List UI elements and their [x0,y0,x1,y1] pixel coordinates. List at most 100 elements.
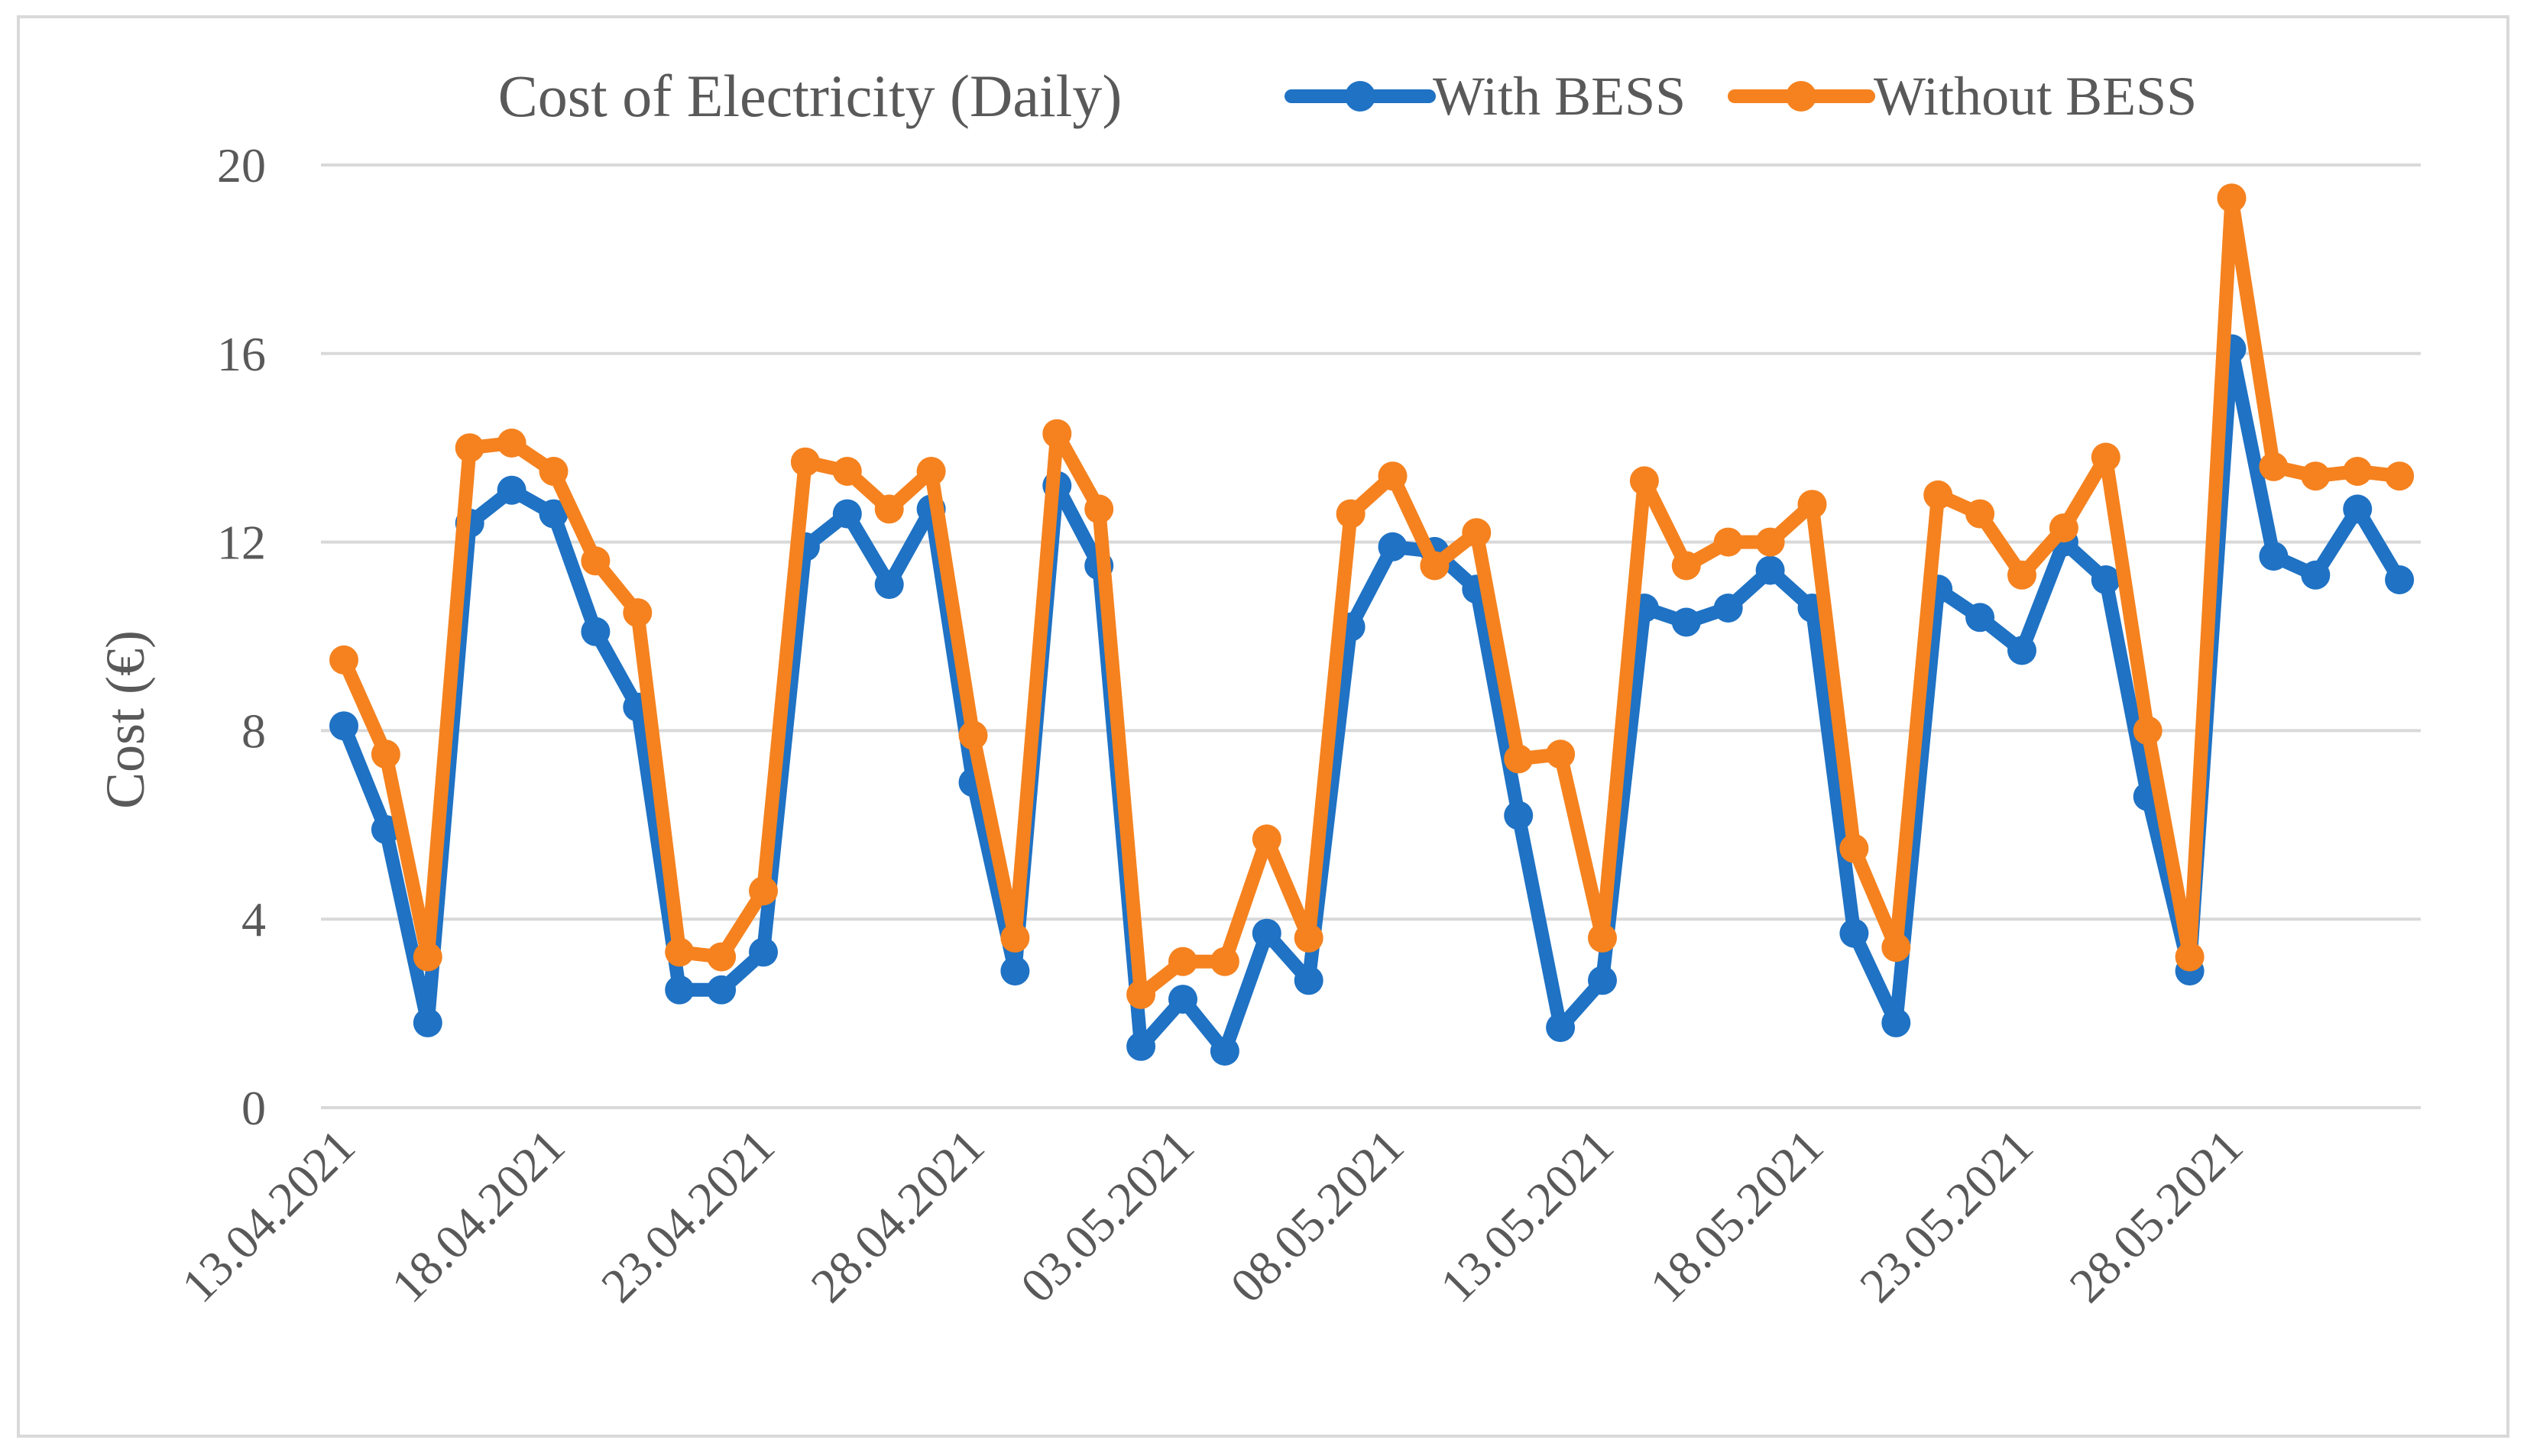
data-point-without-bess-27 [1462,518,1492,548]
x-tick-label-13.04.2021: 13.04.2021 [171,1119,365,1313]
data-point-without-bess-3 [455,433,484,463]
data-point-without-bess-1 [371,739,400,769]
data-point-with-bess-19 [1126,1031,1156,1061]
legend-label-without-bess: Without BESS [1874,66,2197,127]
data-point-without-bess-9 [707,942,737,972]
data-point-with-bess-4 [497,475,526,505]
x-tick-label-28.05.2021: 28.05.2021 [2059,1119,2253,1313]
data-point-without-bess-41 [2049,513,2078,543]
data-point-without-bess-47 [2301,461,2331,491]
data-point-without-bess-36 [1839,833,1869,863]
chart-title: Cost of Electricity (Daily) [498,63,1123,129]
data-point-with-bess-21 [1210,1037,1239,1066]
legend-label-with-bess: With BESS [1433,66,1686,127]
x-tick-label-18.04.2021: 18.04.2021 [381,1119,575,1313]
x-axis-ticks: 13.04.2021 18.04.2021 23.04.2021 28.04.2021… [171,1119,2253,1313]
data-point-with-bess-33 [1713,594,1743,623]
data-point-with-bess-36 [1839,918,1869,948]
data-point-with-bess-23 [1294,966,1323,995]
data-point-with-bess-20 [1168,985,1197,1014]
data-point-without-bess-45 [2217,183,2247,213]
data-point-without-bess-44 [2175,942,2205,972]
data-point-with-bess-6 [581,616,611,646]
data-point-without-bess-37 [1881,933,1911,963]
data-point-with-bess-28 [1504,801,1534,830]
data-point-without-bess-11 [790,447,820,477]
data-point-with-bess-9 [707,975,737,1005]
x-tick-label-18.05.2021: 18.05.2021 [1640,1119,1834,1313]
data-point-without-bess-49 [2385,461,2415,491]
data-point-with-bess-39 [1965,603,1995,633]
y-tick-label-8: 8 [241,704,266,758]
data-point-without-bess-39 [1965,499,1995,529]
data-point-without-bess-43 [2133,716,2163,746]
data-point-without-bess-26 [1420,551,1450,581]
data-point-without-bess-19 [1126,979,1156,1009]
x-tick-label-13.05.2021: 13.05.2021 [1430,1119,1624,1313]
data-point-without-bess-10 [749,876,778,906]
data-point-without-bess-8 [665,937,695,967]
data-point-without-bess-20 [1168,946,1197,976]
x-tick-label-23.05.2021: 23.05.2021 [1849,1119,2043,1313]
data-point-without-bess-17 [1042,419,1072,448]
legend: With BESS Without BESS [1285,66,2197,127]
data-point-without-bess-33 [1713,527,1743,557]
legend-marker-with-bess [1345,81,1375,112]
data-point-with-bess-5 [539,499,569,529]
data-point-without-bess-31 [1629,466,1659,496]
data-point-with-bess-47 [2301,560,2331,590]
data-point-without-bess-28 [1504,744,1534,774]
data-point-without-bess-24 [1336,499,1366,529]
data-point-without-bess-14 [916,457,946,486]
series-layer [329,183,2415,1066]
y-tick-label-4: 4 [241,892,266,946]
data-point-with-bess-13 [874,570,904,600]
data-point-with-bess-25 [1378,532,1408,561]
data-point-with-bess-12 [832,499,862,529]
data-point-without-bess-38 [1923,480,1953,510]
x-tick-label-08.05.2021: 08.05.2021 [1220,1119,1414,1313]
data-point-without-bess-12 [832,457,862,486]
data-point-with-bess-10 [749,937,778,967]
y-axis-ticks: 0 4 8 12 16 20 [217,138,266,1135]
data-point-without-bess-18 [1084,494,1114,524]
data-point-without-bess-23 [1294,923,1323,953]
data-point-without-bess-25 [1378,461,1408,491]
y-tick-label-16: 16 [217,327,266,381]
data-point-without-bess-6 [581,546,611,576]
chart-frame [17,15,2509,1438]
data-point-without-bess-5 [539,457,569,486]
data-point-without-bess-2 [413,942,442,972]
data-point-with-bess-42 [2091,565,2120,594]
x-tick-label-03.05.2021: 03.05.2021 [1010,1119,1204,1313]
data-point-without-bess-42 [2091,442,2120,472]
data-point-without-bess-46 [2259,451,2289,481]
data-point-with-bess-0 [329,711,358,741]
data-point-with-bess-37 [1881,1008,1911,1037]
data-point-without-bess-48 [2343,457,2373,486]
data-point-with-bess-32 [1671,607,1701,637]
data-point-without-bess-16 [1000,923,1030,953]
y-axis-label: Cost (€) [95,630,156,809]
data-point-with-bess-49 [2385,565,2415,594]
data-point-without-bess-0 [329,645,358,675]
data-point-without-bess-4 [497,429,526,458]
data-point-without-bess-35 [1797,490,1827,519]
data-point-without-bess-21 [1210,946,1239,976]
data-point-without-bess-15 [958,720,988,750]
data-point-with-bess-29 [1546,1013,1576,1043]
data-point-without-bess-29 [1546,739,1576,769]
y-tick-label-12: 12 [217,516,266,570]
data-point-with-bess-30 [1588,966,1617,995]
data-point-with-bess-40 [2007,636,2036,665]
y-tick-label-0: 0 [241,1081,266,1135]
data-point-without-bess-22 [1252,824,1281,854]
data-point-with-bess-22 [1252,918,1281,948]
data-point-without-bess-13 [874,494,904,524]
series-without-bess [329,183,2415,1009]
x-tick-label-23.04.2021: 23.04.2021 [591,1119,785,1313]
data-point-with-bess-46 [2259,542,2289,571]
x-tick-label-28.04.2021: 28.04.2021 [801,1119,995,1313]
legend-item-without-bess: Without BESS [1728,66,2197,127]
